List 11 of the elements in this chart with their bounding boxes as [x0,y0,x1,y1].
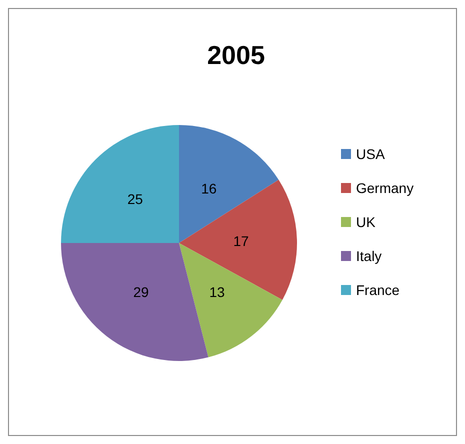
legend-label: Germany [356,180,414,196]
legend-label: UK [356,214,376,230]
data-label: 16 [201,180,217,197]
chart-title: 2005 [207,40,265,70]
legend-label: France [356,282,400,298]
legend-label: USA [356,146,386,162]
data-label: 17 [233,233,249,250]
data-label: 13 [209,284,225,300]
data-label: 29 [133,284,149,300]
legend-label: Italy [356,248,382,264]
data-label: 25 [127,191,144,208]
